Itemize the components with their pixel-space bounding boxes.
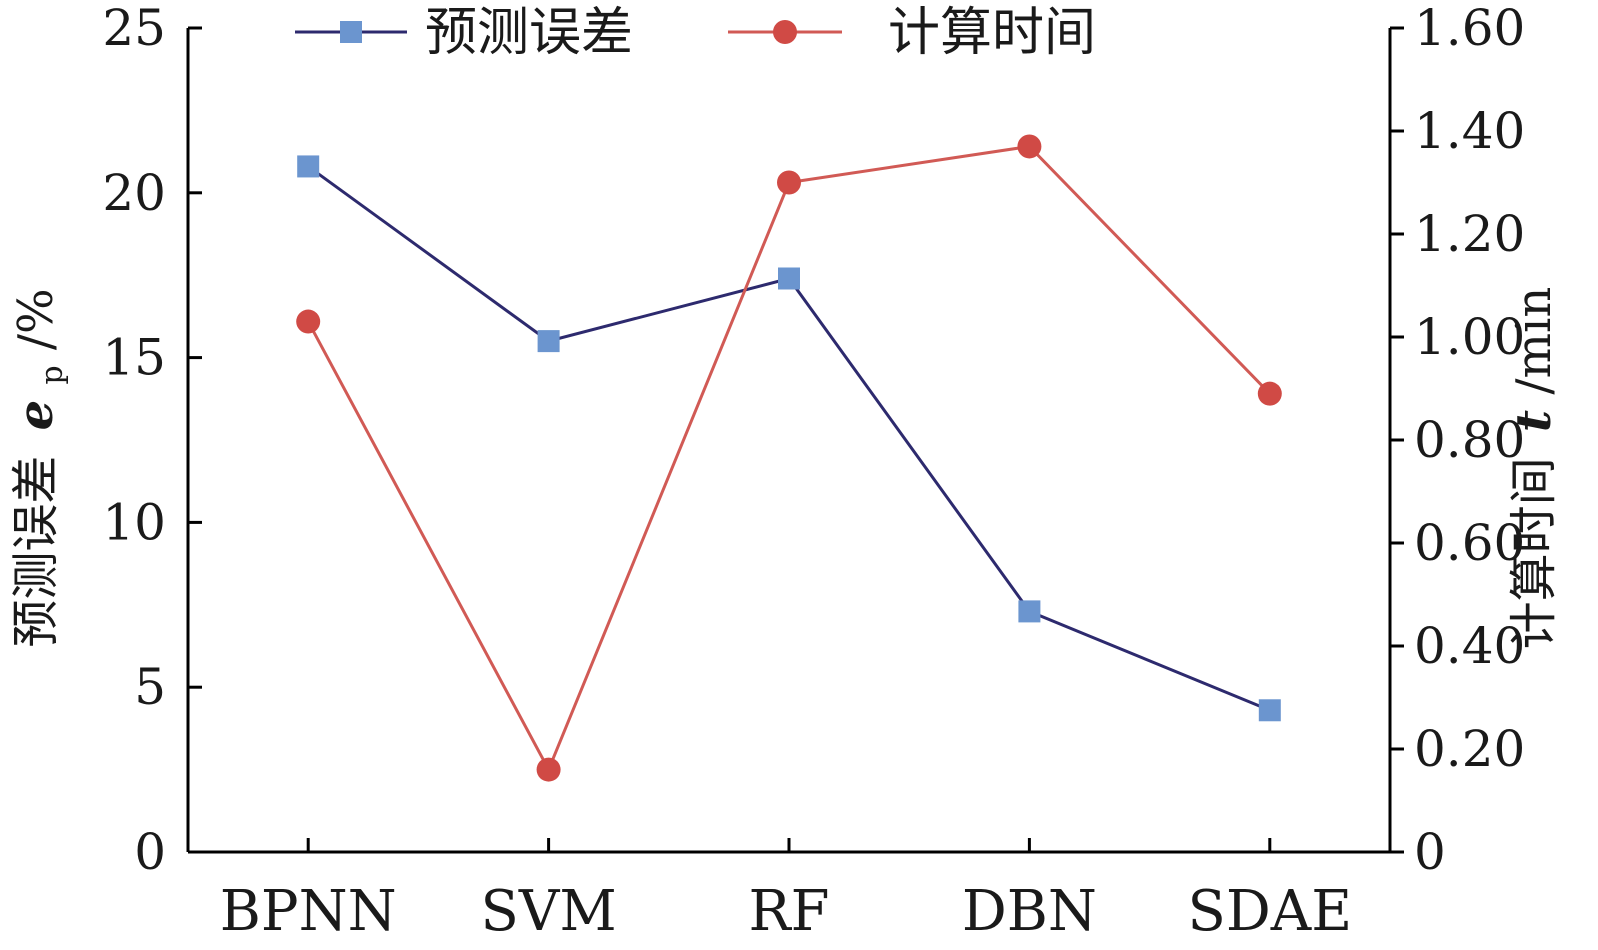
axes <box>186 28 1392 854</box>
series-2-point <box>296 309 321 334</box>
left-axis-title-sub: p <box>35 365 70 384</box>
series-1-point <box>1018 600 1041 623</box>
x-tick-label: BPNN <box>220 879 397 944</box>
legend-label-time: 计算时间 <box>888 3 1096 63</box>
legend-marker-error <box>340 21 362 43</box>
right-tick-label: 0.60 <box>1414 514 1525 572</box>
left-axis-title-var: e <box>8 400 64 431</box>
left-tick-label: 20 <box>102 164 166 222</box>
left-tick-label: 0 <box>134 823 166 881</box>
series-2-point <box>1017 134 1042 159</box>
right-axis-title-unit: /min <box>1506 287 1562 395</box>
series-2-point <box>1257 381 1282 406</box>
right-tick-label: 0.40 <box>1414 617 1525 675</box>
left-tick-label: 25 <box>102 0 166 57</box>
series-1-point <box>297 155 320 178</box>
series-2-point <box>536 757 561 782</box>
right-tick-label: 1.40 <box>1414 102 1525 160</box>
series-line-1 <box>307 165 1271 712</box>
legend-label-error: 预测误差 <box>425 3 633 63</box>
left-axis-title: 预测误差 e p /% <box>8 288 74 647</box>
series-1-point <box>537 330 560 353</box>
left-axis-title-prefix: 预测误差 <box>8 456 64 648</box>
right-axis-title-var: t <box>1506 410 1562 432</box>
legend: 预测误差 计算时间 <box>295 3 1096 63</box>
left-axis-title-unit: /% <box>8 288 64 350</box>
series-1-point <box>1258 699 1281 722</box>
x-tick-label: SVM <box>481 879 617 944</box>
right-tick-label: 1.00 <box>1414 308 1525 366</box>
right-tick-label: 0 <box>1414 823 1446 881</box>
right-y-ticks: 0 0.20 0.40 0.60 0.80 1.00 1.20 1.40 1.60 <box>1390 0 1525 881</box>
x-tick-label: DBN <box>962 879 1097 944</box>
x-ticks: BPNN SVM RF DBN SDAE <box>220 838 1352 944</box>
series-layer <box>296 134 1282 782</box>
left-tick-label: 10 <box>102 493 166 551</box>
left-y-ticks: 0 5 10 15 20 25 <box>102 0 202 881</box>
x-tick-label: RF <box>748 879 829 944</box>
right-tick-label: 0.80 <box>1414 411 1525 469</box>
right-tick-label: 0.20 <box>1414 720 1525 778</box>
right-axis-title: 计算时间 t /min <box>1506 287 1562 650</box>
left-tick-label: 5 <box>134 658 166 716</box>
series-line-2 <box>306 144 1271 774</box>
right-tick-label: 1.60 <box>1414 0 1525 57</box>
right-tick-label: 1.20 <box>1414 205 1525 263</box>
left-tick-label: 15 <box>102 329 166 387</box>
right-axis-title-prefix: 计算时间 <box>1506 457 1562 649</box>
series-2-point <box>777 170 801 195</box>
legend-marker-time <box>773 20 797 44</box>
series-1-point <box>778 267 800 290</box>
x-tick-label: SDAE <box>1188 879 1353 944</box>
